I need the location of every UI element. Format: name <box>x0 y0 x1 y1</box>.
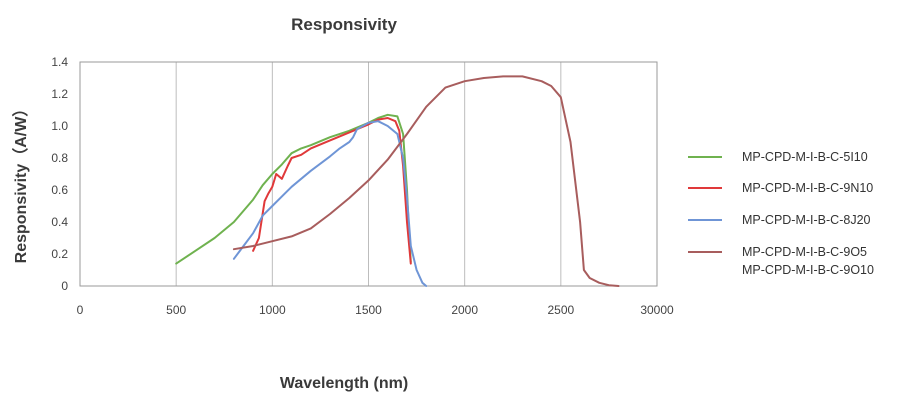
x-axis-ticks: 0 500 1000 1500 2000 2500 30000 <box>77 303 674 317</box>
x-axis-title: Wavelength (nm) <box>280 375 408 392</box>
x-tick-label: 0 <box>77 303 84 317</box>
y-tick-label: 1.0 <box>51 119 68 133</box>
series-layer <box>175 75 620 287</box>
y-axis-title: Responsivity（A/W） <box>12 101 30 264</box>
y-tick-label: 1.2 <box>51 87 68 101</box>
plot-frame <box>79 61 658 287</box>
legend-label: MP-CPD-M-I-B-C-9O5 <box>742 245 867 259</box>
y-tick-label: 0.2 <box>51 247 68 261</box>
series-line-3 <box>232 120 428 287</box>
x-tick-label: 1500 <box>355 303 382 317</box>
legend-label: MP-CPD-M-I-B-C-5I10 <box>742 150 868 164</box>
grid-lines <box>175 62 562 286</box>
y-tick-label: 0.4 <box>51 215 68 229</box>
legend-label: MP-CPD-M-I-B-C-9N10 <box>742 181 873 195</box>
legend: MP-CPD-M-I-B-C-5I10 MP-CPD-M-I-B-C-9N10 MP… <box>688 150 874 277</box>
y-tick-label: 0.8 <box>51 151 68 165</box>
y-tick-label: 1.4 <box>51 55 68 69</box>
legend-label: MP-CPD-M-I-B-C-9O10 <box>742 263 874 277</box>
y-tick-label: 0 <box>61 279 68 293</box>
series-line-4 <box>232 75 620 287</box>
y-axis-ticks: 0 0.2 0.4 0.6 0.8 1.0 1.2 1.4 <box>51 55 68 293</box>
chart-title: Responsivity <box>291 15 397 34</box>
series-line-1 <box>175 113 412 265</box>
x-tick-label: 30000 <box>640 303 674 317</box>
x-tick-label: 500 <box>166 303 186 317</box>
series-line-2 <box>252 117 412 265</box>
x-tick-label: 1000 <box>259 303 286 317</box>
x-tick-label: 2000 <box>451 303 478 317</box>
legend-label: MP-CPD-M-I-B-C-8J20 <box>742 213 871 227</box>
x-tick-label: 2500 <box>547 303 574 317</box>
y-tick-label: 0.6 <box>51 183 68 197</box>
